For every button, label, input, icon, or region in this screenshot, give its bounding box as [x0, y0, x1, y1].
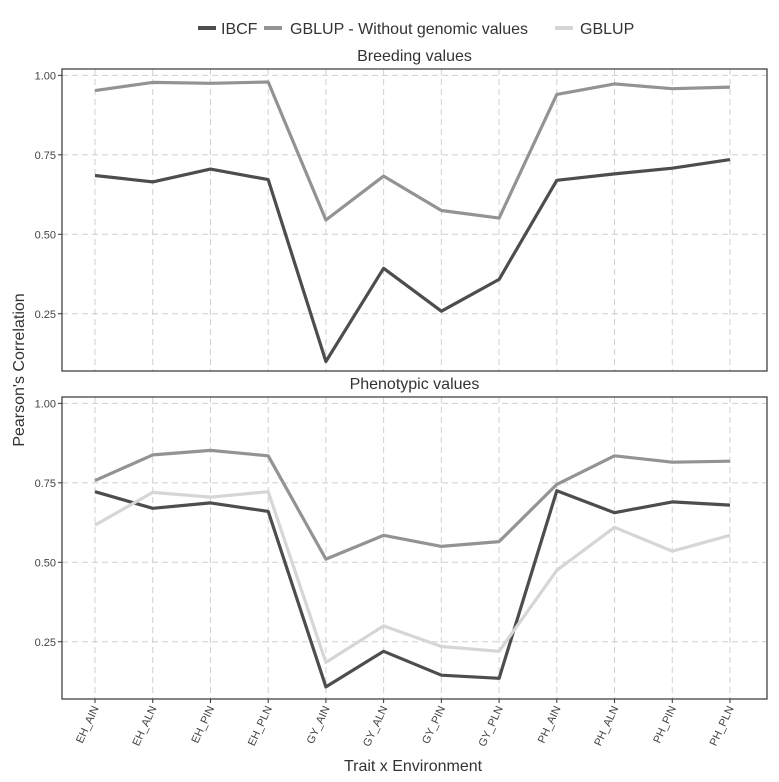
series-line	[94, 489, 731, 689]
series-line	[94, 448, 731, 561]
x-tick-label: PH_AIN	[536, 704, 564, 745]
panel-title: Breeding values	[357, 48, 472, 65]
x-tick-label: EH_PLN	[246, 704, 275, 748]
series-line	[94, 158, 731, 364]
y-tick-label: 0.50	[35, 557, 56, 569]
panel-title: Phenotypic values	[350, 376, 480, 393]
x-tick-label: EH_ALN	[130, 704, 159, 748]
chart-panels: Breeding values0.250.500.751.00Phenotypi…	[35, 48, 768, 700]
x-tick-label: PH_ALN	[592, 704, 621, 748]
y-tick-label: 0.25	[35, 309, 56, 321]
x-tick-label: GY_PLN	[477, 704, 506, 748]
legend-label: GBLUP	[580, 21, 634, 38]
y-tick-label: 0.50	[35, 229, 56, 241]
x-tick-label: PH_PIN	[651, 704, 679, 745]
x-tick-label: GY_ALN	[361, 704, 390, 748]
series-line	[94, 80, 731, 222]
legend: IBCF GBLUP - Without genomic values GBLUP	[198, 21, 634, 38]
x-axis: EH_AIN EH_ALN EH_PIN EH_PLN GY_AIN GY_ALN GY_P…	[74, 699, 737, 749]
chart-panel: Breeding values 0.25 0.50 0.75 1.00	[35, 48, 768, 372]
x-tick-label: GY_AIN	[305, 704, 333, 746]
chart-panel: Phenotypic values 0.25 0.50 0.75 1.00	[35, 376, 768, 700]
y-tick-label: 0.75	[35, 150, 56, 162]
panel-frame	[61, 396, 768, 700]
x-tick-label: GY_PIN	[420, 704, 448, 746]
x-axis-title: Trait x Environment	[344, 758, 483, 775]
x-tick-label: PH_PLN	[708, 704, 737, 748]
y-tick-label: 0.25	[35, 637, 56, 649]
x-tick-label: EH_AIN	[74, 704, 102, 745]
legend-label: IBCF	[221, 21, 258, 38]
y-axis-title: Pearson's Correlation	[11, 293, 28, 446]
series-line	[94, 490, 731, 665]
y-tick-label: 1.00	[35, 398, 56, 410]
y-tick-label: 1.00	[35, 70, 56, 82]
panel-frame	[61, 68, 768, 372]
x-tick-label: EH_PIN	[189, 704, 217, 745]
y-tick-label: 0.75	[35, 478, 56, 490]
legend-label: GBLUP - Without genomic values	[290, 21, 528, 38]
